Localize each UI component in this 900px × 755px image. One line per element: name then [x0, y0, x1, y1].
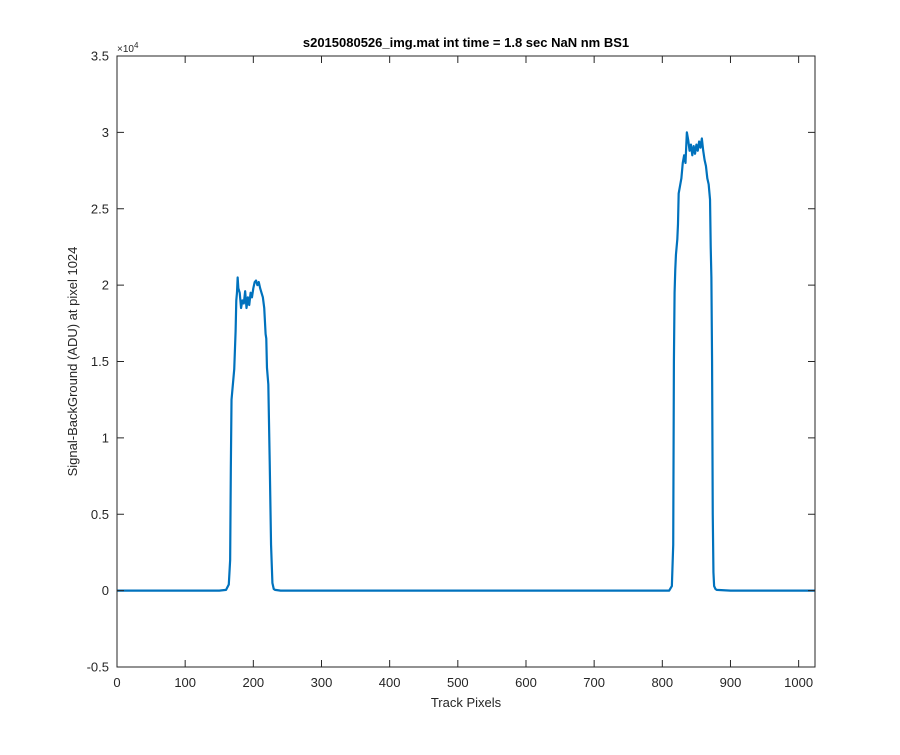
- x-tick-label: 500: [447, 675, 469, 690]
- x-tick-label: 700: [583, 675, 605, 690]
- y-axis-exponent-power: 4: [134, 41, 139, 50]
- y-axis-exponent: ×104: [117, 41, 139, 55]
- series-line: [117, 131, 815, 592]
- y-axis-label: Signal-BackGround (ADU) at pixel 1024: [65, 247, 80, 477]
- x-tick-label: 0: [113, 675, 120, 690]
- y-tick-label: 0.5: [91, 507, 109, 522]
- x-tick-label: 200: [242, 675, 264, 690]
- x-tick-label: 600: [515, 675, 537, 690]
- x-axis-label: Track Pixels: [431, 695, 502, 710]
- x-axis: 0 100 200 300 400 500 600 700 800 900 1000: [113, 56, 813, 690]
- y-tick-label: 1.5: [91, 354, 109, 369]
- y-axis-exponent-base: ×10: [117, 44, 134, 55]
- x-tick-label: 900: [720, 675, 742, 690]
- y-tick-label: 2: [102, 278, 109, 293]
- y-tick-label: 0: [102, 583, 109, 598]
- plot-area: [117, 56, 815, 667]
- chart-title: s2015080526_img.mat int time = 1.8 sec N…: [303, 35, 629, 50]
- y-tick-label: 3: [102, 125, 109, 140]
- x-tick-label: 800: [651, 675, 673, 690]
- series-layer: [117, 131, 815, 592]
- y-axis: -0.5 0 0.5 1 1.5 2 2.5 3 3.5: [87, 49, 815, 675]
- y-tick-label: 3.5: [91, 49, 109, 64]
- x-tick-label: 100: [174, 675, 196, 690]
- x-tick-label: 300: [311, 675, 333, 690]
- x-tick-label: 400: [379, 675, 401, 690]
- y-tick-label: -0.5: [87, 660, 109, 675]
- y-tick-label: 2.5: [91, 201, 109, 216]
- x-tick-label: 1000: [784, 675, 813, 690]
- y-tick-label: 1: [102, 430, 109, 445]
